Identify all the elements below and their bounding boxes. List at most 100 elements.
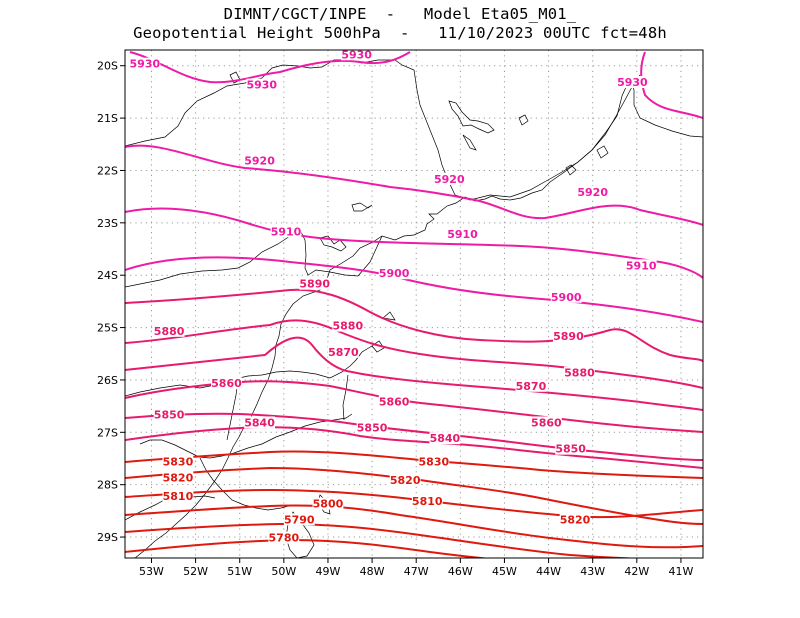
contour-label-5860: 5860 [531, 416, 562, 429]
lon-tick-label: 52W [183, 565, 208, 578]
contour-label-bg [332, 319, 364, 332]
lon-tick-label: 43W [580, 565, 605, 578]
contour-label-5880: 5880 [564, 367, 595, 380]
lon-tick-label: 46W [448, 565, 473, 578]
contour-label-bg [429, 432, 461, 445]
lon-tick-label: 47W [404, 565, 429, 578]
contour-label-5920: 5920 [577, 186, 608, 199]
lat-tick-label: 23S [97, 217, 118, 230]
contour-label-bg [577, 186, 609, 199]
lon-tick-label: 50W [271, 565, 296, 578]
contour-label-bg [312, 497, 344, 510]
contour-label-bg [162, 489, 194, 502]
lon-tick-label: 45W [492, 565, 517, 578]
contour-label-bg [515, 379, 547, 392]
contour-label-5870: 5870 [328, 346, 359, 359]
contour-label-bg [283, 513, 315, 526]
map-title-line2: Geopotential Height 500hPa - 11/10/2023 … [133, 24, 667, 42]
contour-label-5800: 5800 [313, 498, 344, 511]
lat-tick-label: 29S [97, 531, 118, 544]
contour-line-5930 [129, 51, 411, 84]
contour-line-5850 [125, 412, 703, 461]
contour-label-5870: 5870 [516, 380, 547, 393]
contour-label-bg [153, 324, 185, 337]
contour-label-bg [299, 277, 331, 290]
lon-tick-label: 51W [227, 565, 252, 578]
contour-label-5850: 5850 [154, 409, 185, 422]
contour-label-bg [246, 78, 278, 91]
contour-label-5820: 5820 [390, 474, 421, 487]
contour-label-5900: 5900 [379, 267, 410, 280]
contour-line-5840 [125, 426, 703, 469]
contour-label-5850: 5850 [357, 422, 388, 435]
lat-tick-label: 27S [97, 426, 118, 439]
contour-label-5920: 5920 [434, 173, 465, 186]
contour-label-bg [418, 455, 450, 468]
contour-label-5860: 5860 [211, 377, 242, 390]
contour-label-bg [328, 345, 359, 358]
contour-label-bg [244, 416, 275, 429]
contour-line-5910 [125, 207, 703, 279]
contour-label-bg [530, 416, 562, 429]
contour-label-5910: 5910 [271, 225, 302, 238]
contour-line-5900 [125, 256, 703, 323]
contour-label-5900: 5900 [551, 291, 582, 304]
contour-label-5920: 5920 [244, 155, 275, 168]
contour-label-bg [389, 474, 421, 487]
lon-tick-label: 48W [360, 565, 385, 578]
contour-label-5810: 5810 [163, 490, 194, 503]
contour-label-bg [268, 531, 300, 544]
contour-label-bg [555, 442, 587, 455]
contour-line-5920 [125, 144, 703, 226]
country-border-argentina [199, 457, 293, 511]
contour-label-5930: 5930 [341, 48, 372, 61]
contour-label-bg [559, 513, 591, 526]
contour-label-bg [617, 76, 648, 89]
lon-tick-label: 53W [139, 565, 164, 578]
state-border-sc-rs [139, 413, 353, 459]
contour-label-5890: 5890 [299, 278, 330, 291]
lat-tick-label: 25S [97, 322, 118, 335]
contour-line-5890 [125, 288, 703, 363]
contour-label-bg [211, 377, 242, 390]
contour-label-5810: 5810 [412, 495, 443, 508]
contour-label-5910: 5910 [447, 228, 478, 241]
contour-label-bg [341, 50, 373, 61]
state-border-mg-sp [125, 59, 456, 196]
contour-label-bg [625, 259, 657, 272]
contour-label-5790: 5790 [284, 513, 315, 526]
contour-label-5860: 5860 [379, 396, 410, 409]
map-title-line1: DIMNT/CGCT/INPE - Model Eta05_M01_ [223, 5, 577, 23]
contour-line-5790 [125, 523, 642, 558]
contour-line-5930 [640, 51, 703, 119]
lat-tick-label: 20S [97, 60, 118, 73]
contour-label-bg [244, 154, 275, 167]
contour-label-bg [447, 227, 478, 240]
lat-tick-label: 28S [97, 479, 118, 492]
contour-label-bg [553, 330, 584, 343]
contour-label-5840: 5840 [430, 432, 461, 445]
lagoa-dos-patos [285, 511, 315, 558]
contour-label-bg [162, 471, 194, 484]
lon-tick-label: 42W [624, 565, 649, 578]
lon-tick-label: 49W [316, 565, 341, 578]
contour-label-bg [378, 395, 410, 408]
lat-tick-label: 24S [97, 269, 118, 282]
contour-line-5800 [125, 504, 703, 549]
coastline-borders [125, 59, 703, 558]
contour-label-bg [433, 172, 465, 185]
contour-label-bg [411, 495, 443, 508]
contour-label-bg [378, 267, 410, 280]
contour-label-5780: 5780 [269, 532, 300, 545]
contour-label-5890: 5890 [553, 330, 584, 343]
contour-label-5930: 5930 [617, 76, 648, 89]
contour-label-5820: 5820 [163, 471, 194, 484]
contour-label-bg [356, 421, 388, 434]
contour-label-5930: 5930 [246, 79, 277, 92]
state-border-mg-rj [454, 74, 641, 201]
state-border-pr-sc [125, 345, 373, 397]
contour-label-5880: 5880 [154, 325, 185, 338]
lat-tick-label: 26S [97, 374, 118, 387]
contour-label-5910: 5910 [626, 259, 657, 272]
lat-tick-label: 21S [97, 112, 118, 125]
